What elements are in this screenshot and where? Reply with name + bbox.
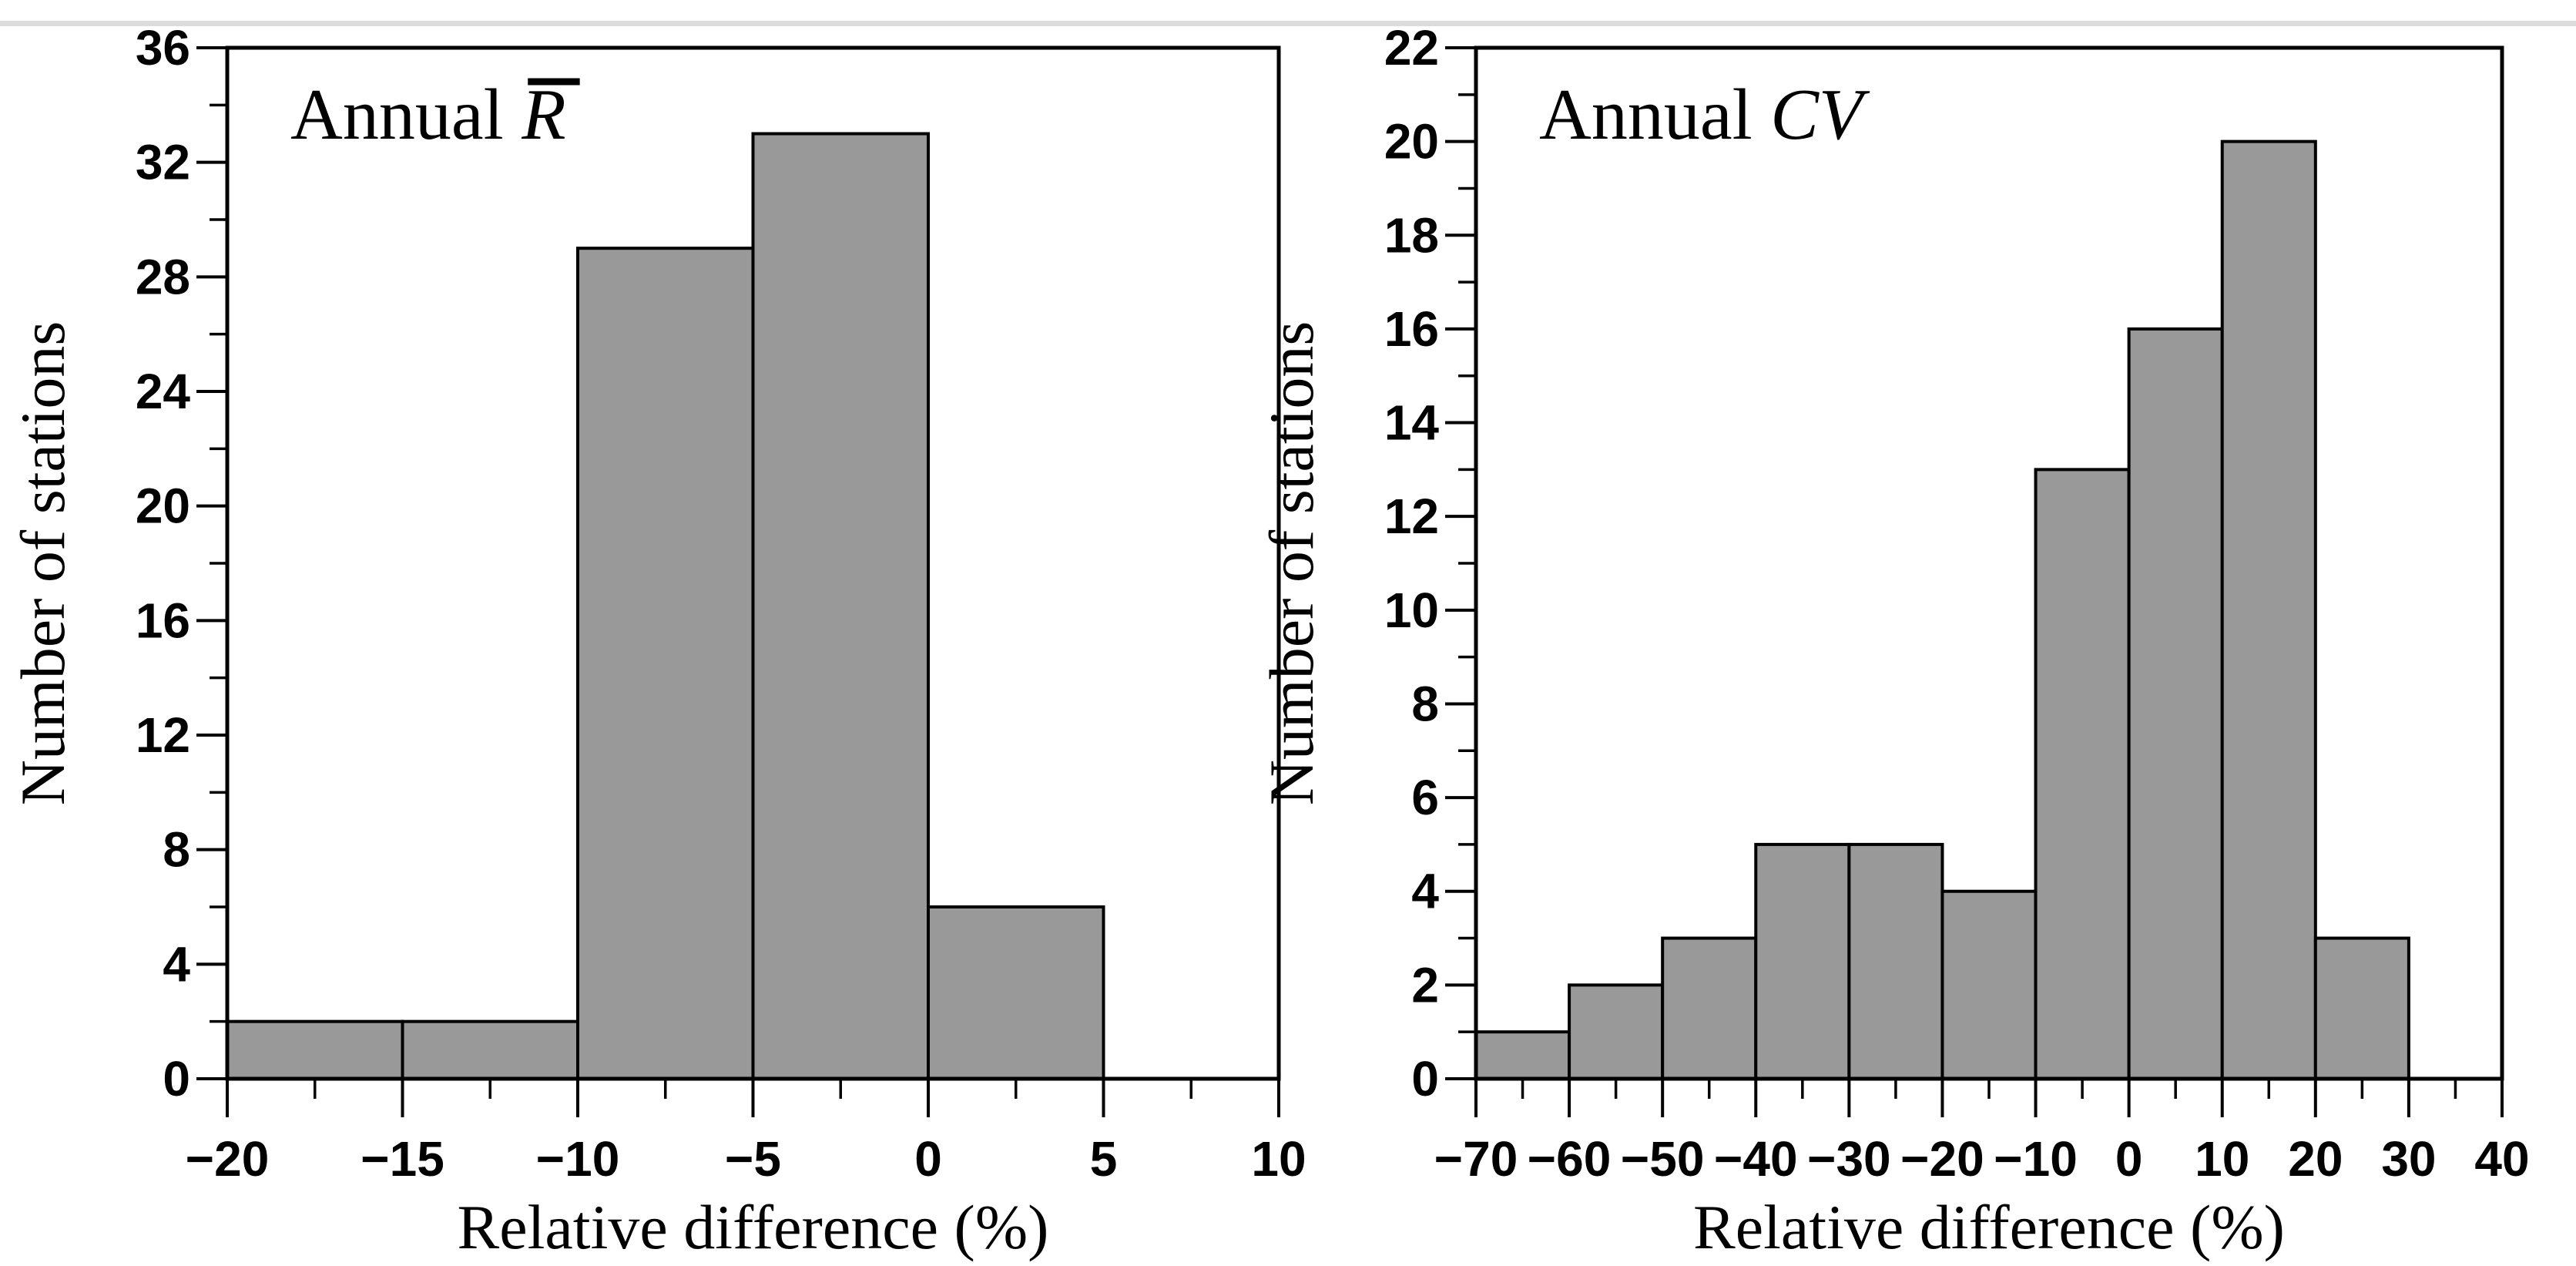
- x-tick-label: −20: [186, 1131, 270, 1187]
- page-top-rule: [0, 21, 2576, 26]
- x-tick-label: 10: [2195, 1131, 2249, 1187]
- histogram-bar: [2220, 139, 2317, 1081]
- x-axis-label: Relative difference (%): [1693, 1192, 2285, 1262]
- x-tick-label: −60: [1528, 1131, 1612, 1187]
- histogram-bar: [2034, 468, 2131, 1080]
- plot-border: [1474, 45, 2504, 1081]
- histogram-bar: [751, 132, 930, 1080]
- y-tick-label: 20: [136, 479, 190, 534]
- chart-title: Annual CV: [1539, 75, 1870, 155]
- chart-title: Annual R: [290, 75, 566, 155]
- x-tick-label: 5: [1090, 1131, 1118, 1187]
- x-tick-label: 40: [2474, 1131, 2529, 1187]
- x-tick-label: −5: [725, 1131, 781, 1187]
- y-axis-label: Number of stations: [8, 321, 78, 806]
- histogram-bar: [2313, 936, 2410, 1080]
- y-tick-label: 16: [1384, 301, 1439, 357]
- plot-border: [225, 45, 1281, 1081]
- y-tick-label: 24: [136, 364, 191, 419]
- annual-mean-r-chart: −20 −15 −10 −5 0 5 10 0 4 8 12 16 20 24 28 32 36 Annual R…: [8, 20, 1306, 1262]
- x-tick-label: −10: [536, 1131, 620, 1187]
- histogram-bar: [1940, 889, 2038, 1081]
- y-tick-label: 12: [1384, 489, 1439, 544]
- y-tick-label: 22: [1384, 20, 1439, 76]
- x-tick-label: −15: [361, 1131, 444, 1187]
- x-tick-label: −50: [1621, 1131, 1705, 1187]
- annual-cv-chart: −70 −60 −50 −40 −30 −20 −10 0 10 20 30 40 0 2 4 6 8 10 12 1…: [1256, 20, 2530, 1262]
- y-tick-label: 10: [1384, 583, 1439, 638]
- histogram-bar: [576, 247, 755, 1081]
- y-tick-label: 4: [1411, 864, 1439, 919]
- x-tick-label: −10: [1994, 1131, 2078, 1187]
- y-tick-label: 32: [136, 135, 190, 190]
- y-tick-label: 0: [1411, 1051, 1439, 1106]
- y-tick-label: 8: [1411, 676, 1439, 731]
- histogram-bar: [2127, 327, 2224, 1080]
- y-tick-label: 8: [163, 822, 190, 878]
- x-tick-label: 10: [1251, 1131, 1306, 1187]
- histogram-bar: [401, 1019, 579, 1080]
- y-tick-label: 4: [163, 936, 190, 992]
- x-tick-label: −70: [1434, 1131, 1518, 1187]
- y-axis-label: Number of stations: [1256, 321, 1327, 806]
- x-tick-label: −30: [1807, 1131, 1891, 1187]
- x-tick-label: 0: [914, 1131, 942, 1187]
- x-tick-label: 20: [2288, 1131, 2343, 1187]
- x-tick-label: −40: [1714, 1131, 1798, 1187]
- histogram-bar: [1754, 842, 1851, 1080]
- y-tick-label: 6: [1411, 770, 1439, 825]
- y-tick-label: 16: [136, 593, 190, 648]
- y-tick-label: 12: [136, 707, 190, 763]
- histogram-bar: [1474, 1030, 1571, 1080]
- histogram-bar: [1847, 842, 1944, 1080]
- histogram-bar: [226, 1019, 404, 1080]
- histogram-bar: [1661, 936, 1758, 1080]
- y-tick-label: 28: [136, 249, 190, 304]
- x-tick-label: 0: [2115, 1131, 2143, 1187]
- histogram-bar: [1568, 983, 1665, 1081]
- x-tick-label: −20: [1900, 1131, 1984, 1187]
- y-tick-label: 20: [1384, 114, 1439, 170]
- x-axis-label: Relative difference (%): [458, 1192, 1049, 1262]
- y-tick-label: 2: [1411, 957, 1439, 1012]
- y-tick-label: 14: [1384, 395, 1440, 451]
- y-tick-label: 18: [1384, 207, 1439, 263]
- y-tick-label: 0: [163, 1051, 190, 1106]
- y-tick-label: 36: [136, 20, 190, 76]
- histogram-bar: [927, 905, 1105, 1080]
- x-tick-label: 30: [2381, 1131, 2436, 1187]
